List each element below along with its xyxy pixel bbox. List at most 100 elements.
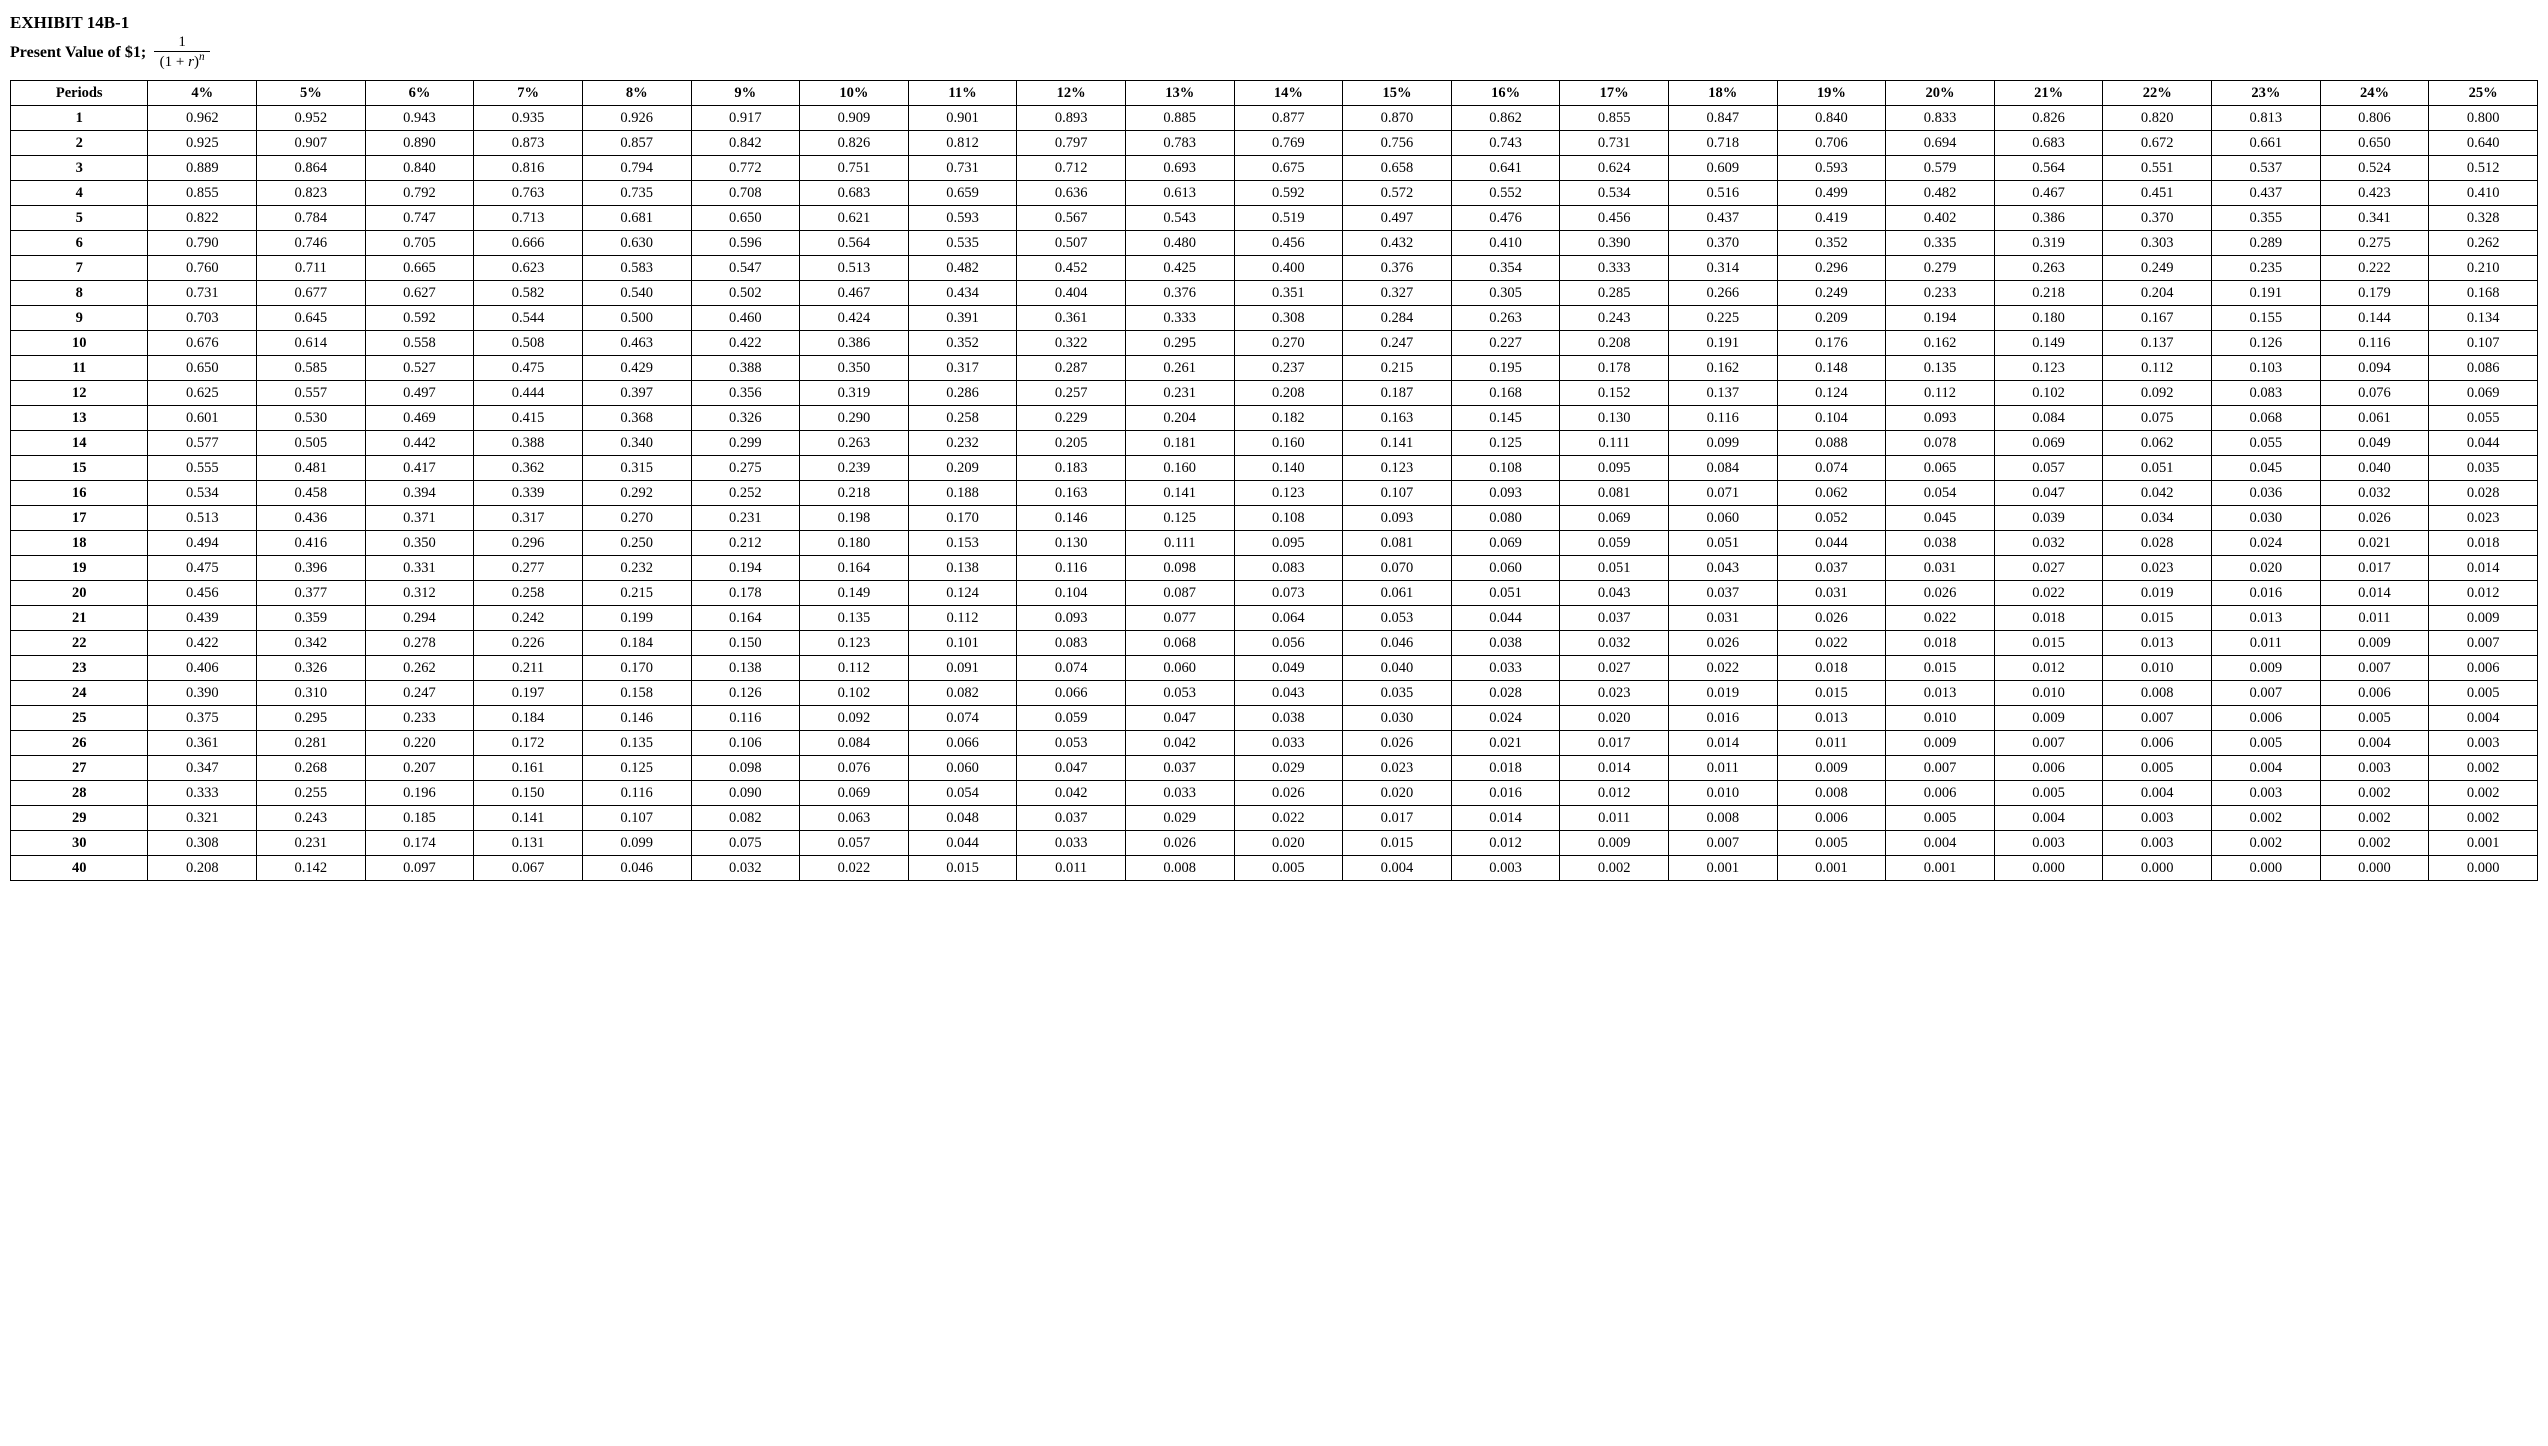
value-cell: 0.152 bbox=[1560, 381, 1669, 406]
formula: 1 (1 + r)n bbox=[154, 35, 210, 71]
value-cell: 0.303 bbox=[2103, 231, 2212, 256]
value-cell: 0.211 bbox=[474, 656, 583, 681]
value-cell: 0.469 bbox=[365, 406, 474, 431]
value-cell: 0.519 bbox=[1234, 206, 1343, 231]
value-cell: 0.356 bbox=[691, 381, 800, 406]
value-cell: 0.210 bbox=[2429, 256, 2538, 281]
value-cell: 0.877 bbox=[1234, 106, 1343, 131]
value-cell: 0.005 bbox=[1886, 806, 1995, 831]
value-cell: 0.018 bbox=[1777, 656, 1886, 681]
table-row: 290.3210.2430.1850.1410.1070.0820.0630.0… bbox=[11, 806, 2538, 831]
value-cell: 0.067 bbox=[474, 856, 583, 881]
value-cell: 0.666 bbox=[474, 231, 583, 256]
value-cell: 0.075 bbox=[2103, 406, 2212, 431]
rate-header: 19% bbox=[1777, 81, 1886, 106]
value-cell: 0.625 bbox=[148, 381, 257, 406]
value-cell: 0.012 bbox=[1560, 781, 1669, 806]
period-cell: 19 bbox=[11, 556, 148, 581]
value-cell: 0.002 bbox=[2429, 781, 2538, 806]
value-cell: 0.015 bbox=[2103, 606, 2212, 631]
value-cell: 0.388 bbox=[474, 431, 583, 456]
value-cell: 0.035 bbox=[2429, 456, 2538, 481]
value-cell: 0.295 bbox=[257, 706, 366, 731]
value-cell: 0.731 bbox=[908, 156, 1017, 181]
value-cell: 0.458 bbox=[257, 481, 366, 506]
table-header: Periods4%5%6%7%8%9%10%11%12%13%14%15%16%… bbox=[11, 81, 2538, 106]
value-cell: 0.022 bbox=[1886, 606, 1995, 631]
rate-header: 23% bbox=[2212, 81, 2321, 106]
value-cell: 0.028 bbox=[2103, 531, 2212, 556]
value-cell: 0.480 bbox=[1125, 231, 1234, 256]
value-cell: 0.057 bbox=[800, 831, 909, 856]
value-cell: 0.022 bbox=[1777, 631, 1886, 656]
value-cell: 0.797 bbox=[1017, 131, 1126, 156]
value-cell: 0.191 bbox=[2212, 281, 2321, 306]
value-cell: 0.352 bbox=[1777, 231, 1886, 256]
value-cell: 0.083 bbox=[1234, 556, 1343, 581]
table-row: 240.3900.3100.2470.1970.1580.1260.1020.0… bbox=[11, 681, 2538, 706]
value-cell: 0.467 bbox=[1994, 181, 2103, 206]
value-cell: 0.026 bbox=[1668, 631, 1777, 656]
value-cell: 0.513 bbox=[148, 506, 257, 531]
value-cell: 0.095 bbox=[1560, 456, 1669, 481]
value-cell: 0.155 bbox=[2212, 306, 2321, 331]
value-cell: 0.005 bbox=[1994, 781, 2103, 806]
value-cell: 0.179 bbox=[2320, 281, 2429, 306]
period-cell: 25 bbox=[11, 706, 148, 731]
value-cell: 0.082 bbox=[908, 681, 1017, 706]
table-row: 120.6250.5570.4970.4440.3970.3560.3190.2… bbox=[11, 381, 2538, 406]
value-cell: 0.031 bbox=[1777, 581, 1886, 606]
rate-header: 14% bbox=[1234, 81, 1343, 106]
value-cell: 0.027 bbox=[1560, 656, 1669, 681]
value-cell: 0.017 bbox=[1560, 731, 1669, 756]
value-cell: 0.108 bbox=[1234, 506, 1343, 531]
period-cell: 24 bbox=[11, 681, 148, 706]
value-cell: 0.225 bbox=[1668, 306, 1777, 331]
value-cell: 0.009 bbox=[1777, 756, 1886, 781]
value-cell: 0.285 bbox=[1560, 281, 1669, 306]
table-row: 400.2080.1420.0970.0670.0460.0320.0220.0… bbox=[11, 856, 2538, 881]
value-cell: 0.081 bbox=[1343, 531, 1452, 556]
value-cell: 0.112 bbox=[908, 606, 1017, 631]
value-cell: 0.130 bbox=[1017, 531, 1126, 556]
value-cell: 0.436 bbox=[257, 506, 366, 531]
value-cell: 0.231 bbox=[1125, 381, 1234, 406]
value-cell: 0.112 bbox=[1886, 381, 1995, 406]
value-cell: 0.137 bbox=[1668, 381, 1777, 406]
value-cell: 0.713 bbox=[474, 206, 583, 231]
value-cell: 0.783 bbox=[1125, 131, 1234, 156]
value-cell: 0.002 bbox=[2429, 806, 2538, 831]
value-cell: 0.263 bbox=[800, 431, 909, 456]
value-cell: 0.557 bbox=[257, 381, 366, 406]
value-cell: 0.092 bbox=[800, 706, 909, 731]
value-cell: 0.069 bbox=[1994, 431, 2103, 456]
value-cell: 0.822 bbox=[148, 206, 257, 231]
value-cell: 0.164 bbox=[691, 606, 800, 631]
value-cell: 0.497 bbox=[365, 381, 474, 406]
value-cell: 0.125 bbox=[582, 756, 691, 781]
value-cell: 0.826 bbox=[1994, 106, 2103, 131]
value-cell: 0.855 bbox=[148, 181, 257, 206]
table-body: 10.9620.9520.9430.9350.9260.9170.9090.90… bbox=[11, 106, 2538, 881]
value-cell: 0.032 bbox=[691, 856, 800, 881]
value-cell: 0.026 bbox=[1886, 581, 1995, 606]
value-cell: 0.068 bbox=[2212, 406, 2321, 431]
value-cell: 0.002 bbox=[2212, 806, 2321, 831]
value-cell: 0.847 bbox=[1668, 106, 1777, 131]
value-cell: 0.601 bbox=[148, 406, 257, 431]
value-cell: 0.032 bbox=[1560, 631, 1669, 656]
value-cell: 0.592 bbox=[1234, 181, 1343, 206]
value-cell: 0.108 bbox=[1451, 456, 1560, 481]
value-cell: 0.296 bbox=[474, 531, 583, 556]
rate-header: 25% bbox=[2429, 81, 2538, 106]
value-cell: 0.650 bbox=[148, 356, 257, 381]
value-cell: 0.630 bbox=[582, 231, 691, 256]
value-cell: 0.909 bbox=[800, 106, 909, 131]
value-cell: 0.029 bbox=[1234, 756, 1343, 781]
value-cell: 0.708 bbox=[691, 181, 800, 206]
value-cell: 0.013 bbox=[1777, 706, 1886, 731]
value-cell: 0.083 bbox=[2212, 381, 2321, 406]
value-cell: 0.020 bbox=[2212, 556, 2321, 581]
value-cell: 0.018 bbox=[2429, 531, 2538, 556]
value-cell: 0.907 bbox=[257, 131, 366, 156]
